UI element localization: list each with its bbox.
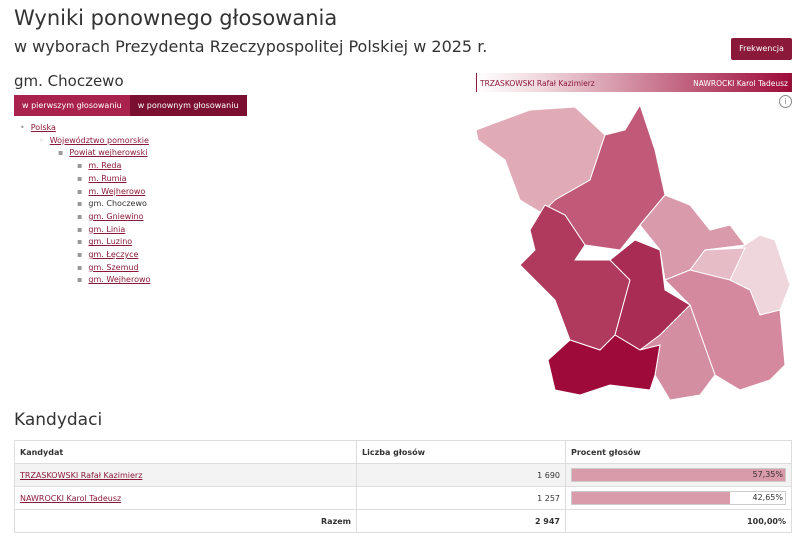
current-area: gm. Choczewo <box>88 199 147 209</box>
legend-left: TRZASKOWSKI Rafał Kazimierz <box>480 79 595 88</box>
tree-link[interactable]: gm. Szemud <box>88 262 139 272</box>
map-region[interactable] <box>544 103 666 251</box>
area-tree: • Polska ◦ Województwo pomorskie ▪ Powiat wej… <box>20 122 150 287</box>
bullet: ◦ <box>39 135 44 145</box>
bar <box>572 469 785 481</box>
map <box>475 103 791 401</box>
tree-item: ▪ gm. Łęczyce <box>20 249 150 262</box>
votes: 1 257 <box>356 486 566 510</box>
tree-item: ▪ gm. Linia <box>20 224 150 237</box>
cell: 42,65% <box>565 486 792 510</box>
title: Wyniki ponownego głosowania <box>14 6 338 30</box>
tree-link[interactable]: gm. Wejherowo <box>88 275 151 285</box>
votes: 1 690 <box>356 463 566 487</box>
results-table: Kandydat Liczba głosów Procent głosów TR… <box>14 440 792 533</box>
total-percent: 100,00% <box>565 509 792 533</box>
info-icon[interactable]: i <box>779 95 792 108</box>
tree-link[interactable]: m. Wejherowo <box>88 186 146 196</box>
subtitle: w wyborach Prezydenta Rzeczypospolitej P… <box>14 37 488 56</box>
cell: 57,35% <box>565 463 792 487</box>
section-title: Kandydaci <box>14 410 103 430</box>
candidate-link[interactable]: TRZASKOWSKI Rafał Kazimierz <box>20 470 143 480</box>
tree-link[interactable]: Polska <box>30 123 56 132</box>
cell: NAWROCKI Karol Tadeusz <box>14 486 357 510</box>
tree-item: ▪ m. Rumia <box>20 173 150 186</box>
bullet: ▪ <box>77 161 83 171</box>
tree-link[interactable]: Województwo pomorskie <box>49 135 149 145</box>
tree-item: ▪ gm. Choczewo <box>20 198 150 211</box>
tree-item: ▪ gm. Szemud <box>20 262 150 275</box>
bullet: ▪ <box>58 148 64 158</box>
tree-link[interactable]: Powiat wejherowski <box>69 148 148 158</box>
bar-track: 57,35% <box>571 468 786 482</box>
tabs: w pierwszym głosowaniu w ponownym głosow… <box>14 95 247 116</box>
tree-item: ▪ gm. Wejherowo <box>20 274 150 287</box>
column-header[interactable]: Kandydat <box>14 440 357 464</box>
bullet: ▪ <box>77 173 83 183</box>
area-name: gm. Choczewo <box>14 72 124 90</box>
tree-link[interactable]: gm. Luzino <box>88 237 133 247</box>
bullet: ▪ <box>77 186 83 196</box>
column-header[interactable]: Procent głosów <box>565 440 792 464</box>
tree-item: ▪ gm. Luzino <box>20 236 150 249</box>
bar <box>572 492 731 504</box>
tree-item: ▪ gm. Gniewino <box>20 211 150 224</box>
bar-track: 42,65% <box>571 491 786 505</box>
percent-label: 42,65% <box>752 493 783 502</box>
total-label: Razem <box>14 509 357 533</box>
bullet: ▪ <box>77 262 83 272</box>
tree-item: ▪ Powiat wejherowski <box>20 147 150 160</box>
legend-right: NAWROCKI Karol Tadeusz <box>693 79 788 88</box>
tree-link[interactable]: gm. Linia <box>88 224 126 234</box>
total-row: Razem 2 947 100,00% <box>14 509 792 533</box>
tree-item: ▪ m. Wejherowo <box>20 186 150 199</box>
turnout-button[interactable]: Frekwencja <box>731 38 792 60</box>
bullet: ▪ <box>77 199 83 209</box>
tree-link[interactable]: gm. Gniewino <box>88 211 144 221</box>
bullet: ▪ <box>77 211 83 221</box>
tree-link[interactable]: gm. Łęczyce <box>88 250 139 260</box>
bullet: ▪ <box>77 237 83 247</box>
map-region[interactable] <box>547 334 661 396</box>
bullet: ▪ <box>77 250 83 260</box>
table-row: TRZASKOWSKI Rafał Kazimierz 1 690 57,35% <box>14 463 792 487</box>
percent-label: 57,35% <box>752 470 783 479</box>
total-votes: 2 947 <box>356 509 566 533</box>
tree-item: ▪ m. Reda <box>20 160 150 173</box>
tree-item: ◦ Województwo pomorskie <box>20 135 150 148</box>
table-row: NAWROCKI Karol Tadeusz 1 257 42,65% <box>14 486 792 510</box>
tree-link[interactable]: m. Reda <box>88 161 122 171</box>
tab[interactable]: w pierwszym głosowaniu <box>14 95 130 116</box>
column-header[interactable]: Liczba głosów <box>356 440 566 464</box>
candidate-link[interactable]: NAWROCKI Karol Tadeusz <box>20 493 122 503</box>
legend: TRZASKOWSKI Rafał Kazimierz NAWROCKI Kar… <box>476 73 792 92</box>
bullet: ▪ <box>77 275 83 285</box>
bullet: ▪ <box>77 224 83 234</box>
tree-item: • Polska <box>20 122 150 135</box>
tab[interactable]: w ponownym głosowaniu <box>129 95 247 116</box>
tree-link[interactable]: m. Rumia <box>88 173 127 183</box>
bullet: • <box>20 123 25 132</box>
cell: TRZASKOWSKI Rafał Kazimierz <box>14 463 357 487</box>
